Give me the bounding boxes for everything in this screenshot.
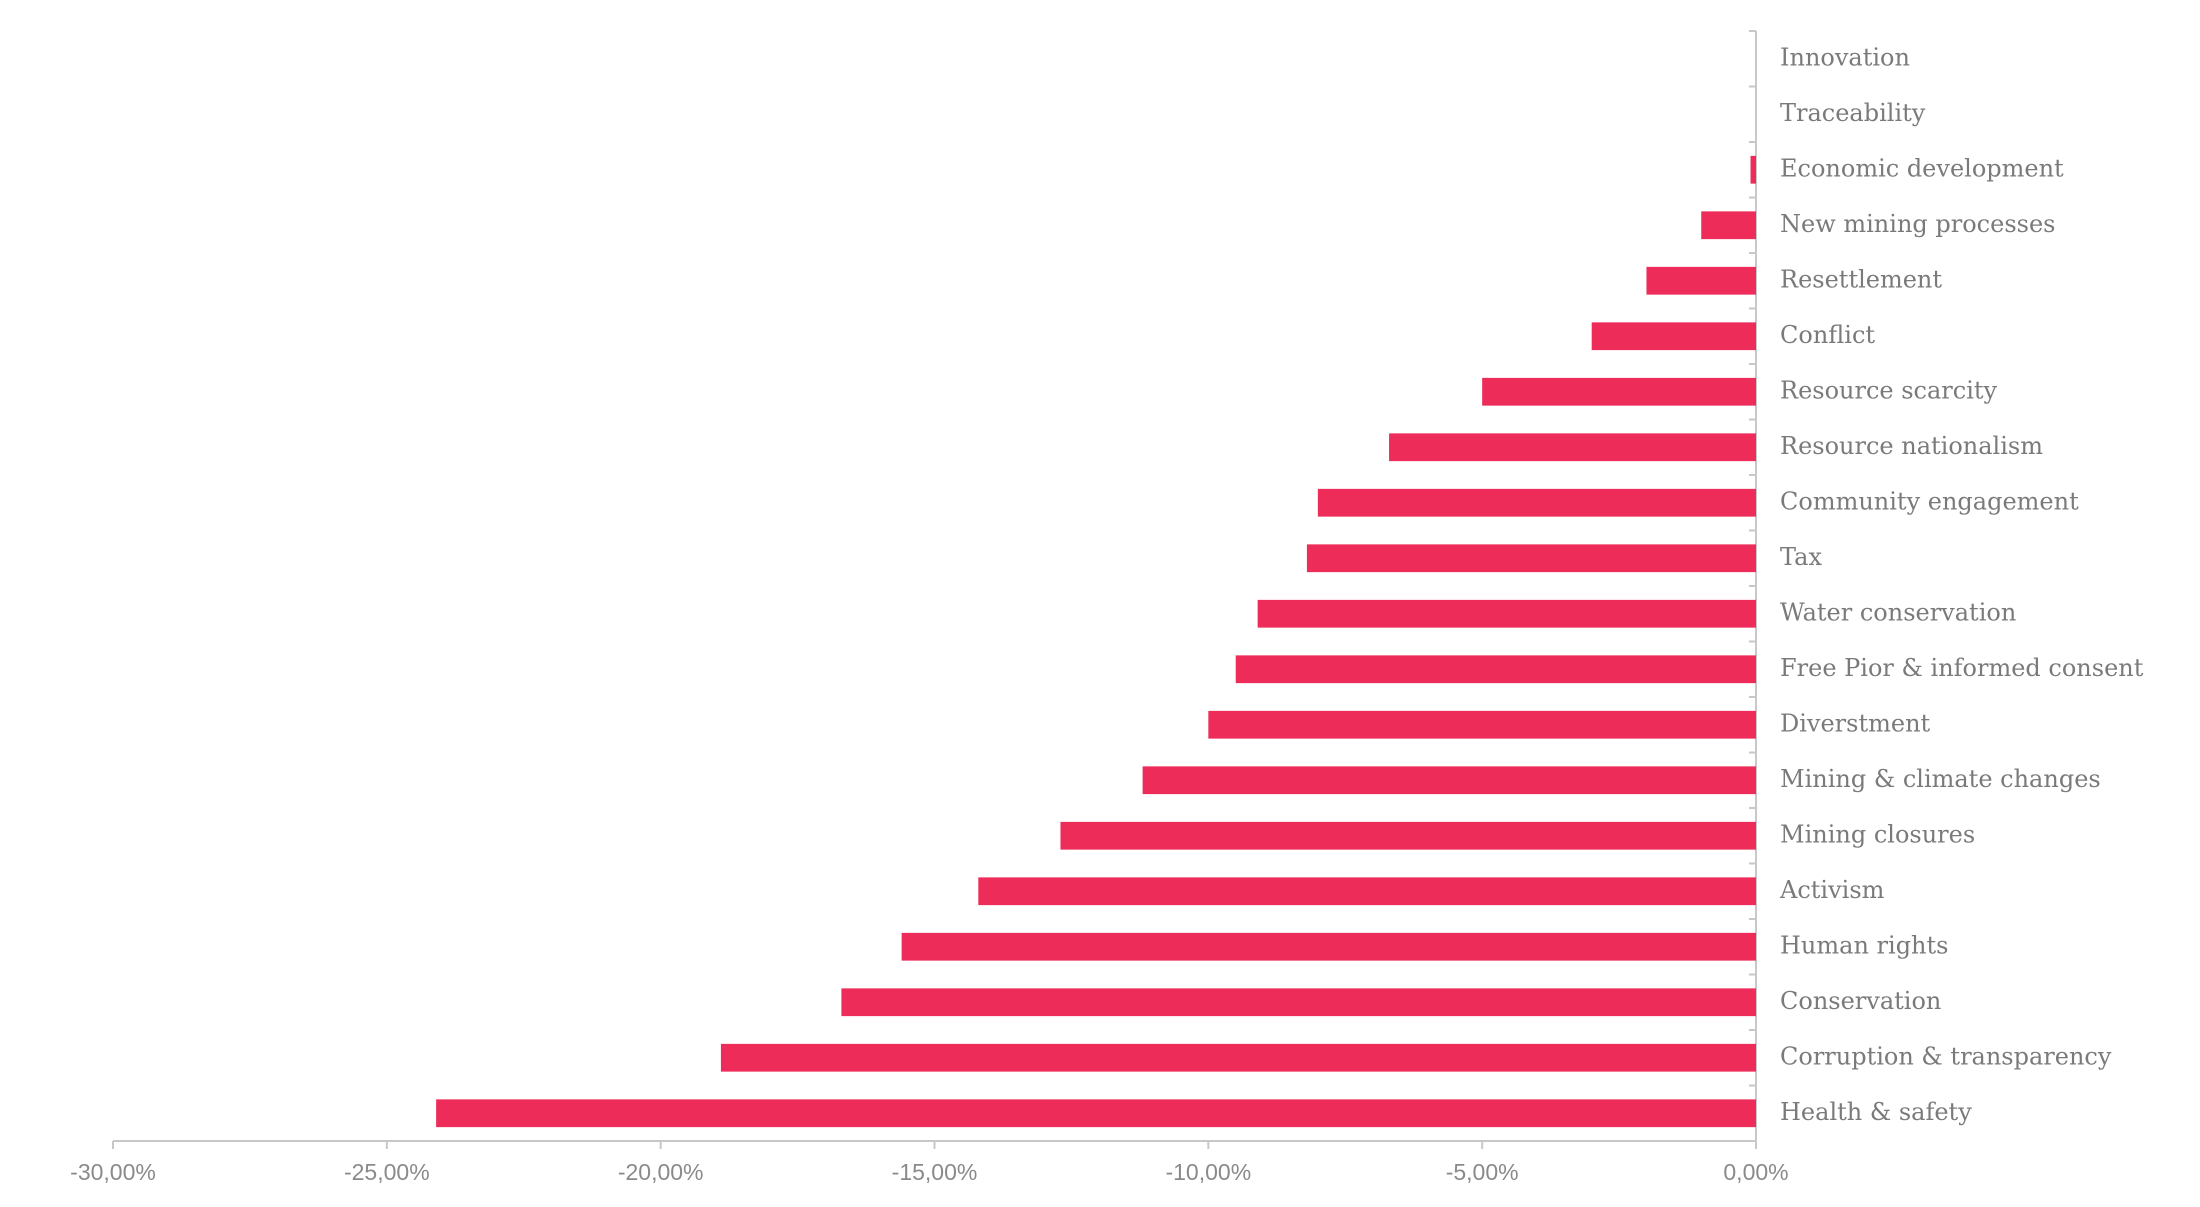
- category-label: Mining closures: [1780, 820, 1975, 848]
- category-label: Traceability: [1780, 99, 1926, 127]
- x-tick-label: -25,00%: [344, 1159, 430, 1185]
- bar: [1142, 766, 1756, 795]
- x-tick-label: 0,00%: [1723, 1159, 1788, 1185]
- x-tick-label: -30,00%: [70, 1159, 156, 1185]
- category-label: Resource nationalism: [1780, 432, 2043, 460]
- x-tick-label: -5,00%: [1446, 1159, 1519, 1185]
- category-label: Economic development: [1780, 154, 2064, 182]
- bar: [1591, 322, 1756, 351]
- category-label: Mining & climate changes: [1780, 765, 2101, 793]
- category-label: Health & safety: [1780, 1098, 1972, 1126]
- bar: [841, 988, 1756, 1017]
- category-label: Conservation: [1780, 987, 1941, 1015]
- bar: [1750, 155, 1756, 184]
- bar: [901, 932, 1756, 961]
- category-label: Free Pior & informed consent: [1780, 654, 2144, 682]
- category-label: New mining processes: [1780, 210, 2055, 238]
- category-label: Resettlement: [1780, 265, 1942, 293]
- x-tick-label: -10,00%: [1165, 1159, 1251, 1185]
- bar: [720, 1043, 1757, 1072]
- x-tick-label: -15,00%: [892, 1159, 978, 1185]
- category-label: Community engagement: [1780, 487, 2079, 515]
- category-label: Activism: [1779, 876, 1885, 904]
- x-tick-label: -20,00%: [618, 1159, 704, 1185]
- category-label: Water conservation: [1780, 598, 2016, 626]
- category-label: Resource scarcity: [1780, 376, 1998, 404]
- category-label: Diverstment: [1780, 709, 1931, 737]
- bar: [1060, 821, 1756, 850]
- bar: [1389, 433, 1756, 462]
- category-label: Innovation: [1780, 43, 1910, 71]
- bar: [436, 1099, 1757, 1128]
- bar: [1482, 377, 1756, 406]
- category-label: Conflict: [1780, 321, 1875, 349]
- category-label: Tax: [1780, 543, 1822, 571]
- bar: [978, 877, 1756, 906]
- category-label: Human rights: [1780, 931, 1948, 959]
- bar: [1317, 488, 1756, 517]
- bar: [1306, 544, 1756, 573]
- category-label: Corruption & transparency: [1780, 1042, 2112, 1070]
- bar: [1646, 266, 1756, 295]
- bar: [1257, 599, 1756, 628]
- bar: [1235, 655, 1756, 684]
- bar: [1208, 710, 1756, 739]
- bar: [1701, 211, 1756, 240]
